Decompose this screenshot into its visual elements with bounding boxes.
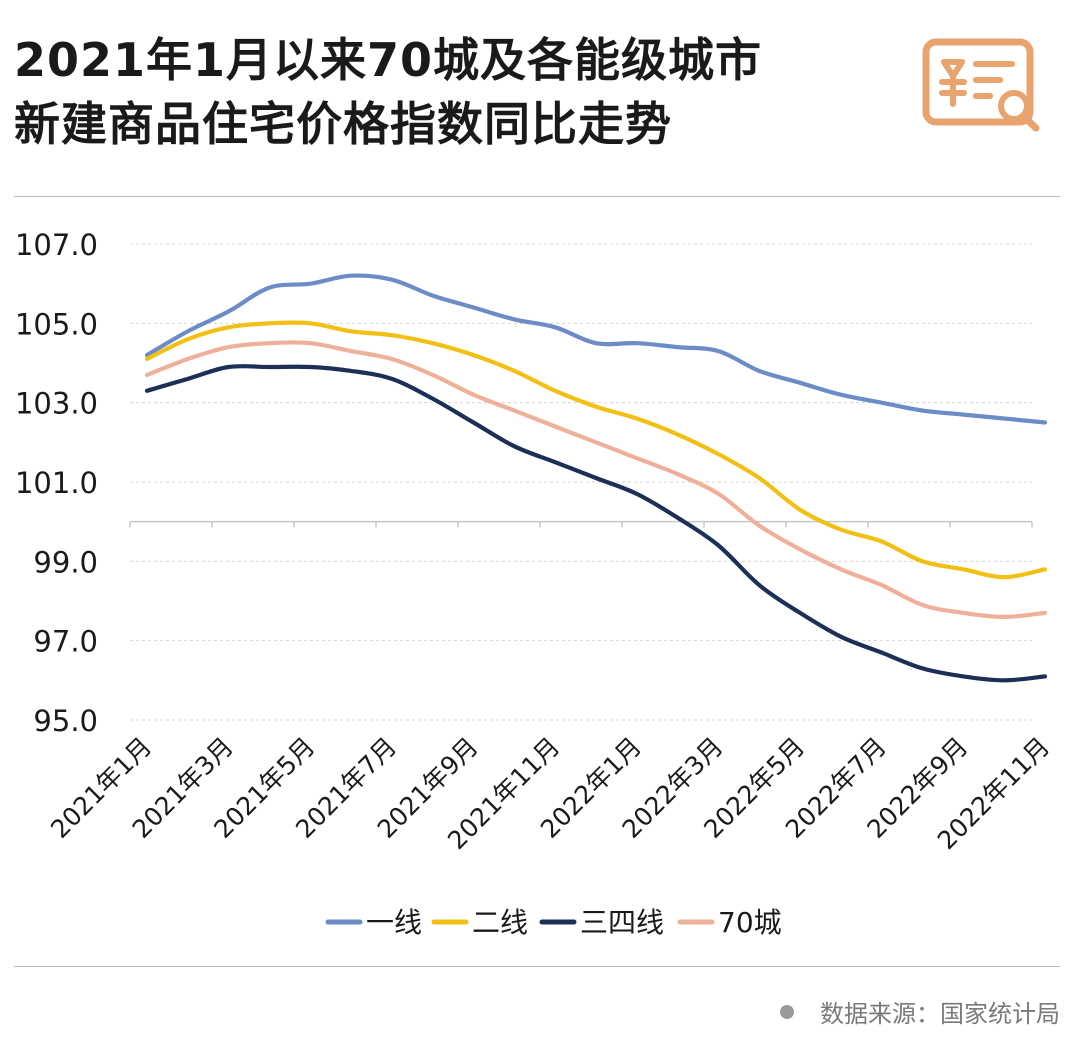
y-tick-label: 101.0 [15, 466, 98, 500]
source-text: 数据来源：国家统计局 [820, 1000, 1060, 1028]
chart-title-line-1: 2021年1月以来70城及各能级城市 [14, 33, 763, 87]
y-tick-label: 103.0 [15, 387, 98, 421]
line-chart: 107.0 105.0 103.0 101.0 99.0 97.0 95.0 2021年1月… [15, 228, 1055, 939]
bullet-dot [780, 1004, 794, 1019]
series-line-2 [144, 320, 1048, 580]
legend-label: 70城 [718, 906, 782, 939]
y-tick-label: 99.0 [33, 545, 98, 579]
source-note: 数据来源：国家统计局 [780, 994, 1060, 1029]
legend: 一线 二线 三四线 70城 [325, 906, 782, 939]
legend-label: 一线 [366, 906, 422, 939]
series-line-4 [144, 340, 1048, 619]
receipt-yen-search-icon [922, 38, 1040, 132]
x-axis [129, 520, 1033, 528]
y-tick-labels: 107.0 105.0 103.0 101.0 99.0 97.0 95.0 [15, 228, 98, 738]
grid-lines [130, 243, 1032, 721]
top-divider [14, 196, 1060, 197]
legend-label: 三四线 [580, 906, 664, 939]
chart-title: 2021年1月以来70城及各能级城市 新建商品住宅价格指数同比走势 [14, 28, 894, 156]
series-line-1 [144, 273, 1048, 425]
y-tick-label: 105.0 [15, 307, 98, 341]
x-tick-labels: 2021年1月2021年3月2021年5月2021年7月2021年9月2021年… [45, 732, 1055, 855]
series-lines [144, 273, 1048, 683]
bottom-divider [14, 966, 1060, 967]
y-tick-label: 97.0 [33, 625, 98, 659]
y-tick-label: 95.0 [33, 704, 98, 738]
series-line-3 [144, 364, 1048, 683]
y-tick-label: 107.0 [15, 228, 98, 262]
legend-label: 二线 [472, 906, 528, 939]
chart-title-line-2: 新建商品住宅价格指数同比走势 [14, 97, 672, 151]
